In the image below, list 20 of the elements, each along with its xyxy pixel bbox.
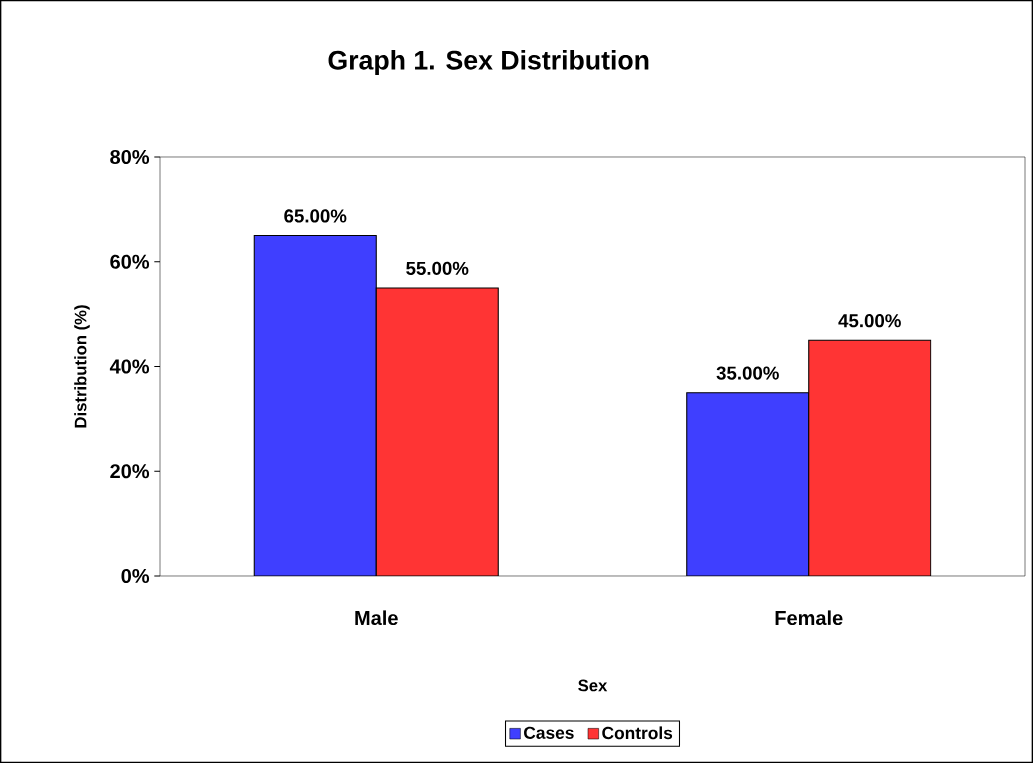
bar — [375, 287, 499, 576]
y-tick-label: 0% — [121, 568, 150, 584]
y-tick-label: 60% — [110, 254, 150, 269]
chart-title: Graph 1. Sex Distribution — [328, 50, 649, 75]
x-axis-title: Sex — [578, 679, 608, 692]
bar — [808, 339, 932, 576]
data-label: 35.00% — [716, 366, 779, 380]
x-tick-label: Male — [355, 610, 398, 626]
x-tick-label: Female — [775, 610, 843, 626]
data-label: 65.00% — [284, 209, 347, 223]
y-tick-label: 80% — [110, 149, 150, 165]
bar — [253, 235, 377, 576]
y-axis-title: Distribution (%) — [74, 305, 90, 428]
data-label: 45.00% — [838, 314, 901, 328]
legend-label: Cases — [524, 726, 574, 739]
legend-label: Controls — [602, 726, 673, 740]
bar — [686, 392, 810, 576]
y-tick-label: 20% — [110, 464, 150, 479]
y-tick-label: 40% — [109, 359, 150, 374]
data-label: 55.00% — [406, 261, 469, 275]
